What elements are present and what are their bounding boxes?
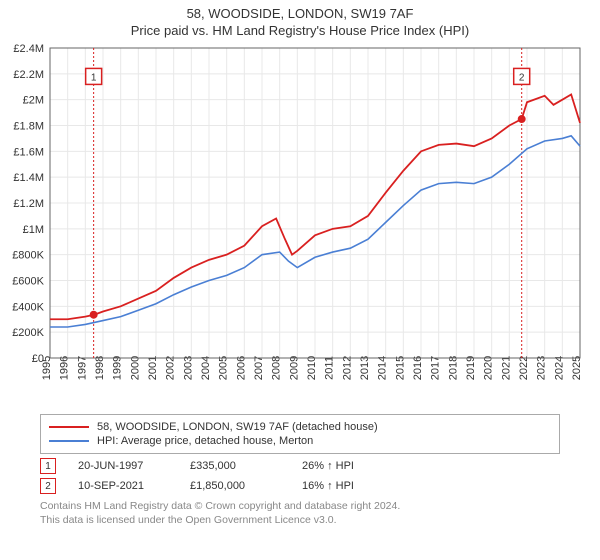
chart-title: 58, WOODSIDE, LONDON, SW19 7AF xyxy=(0,6,600,21)
svg-text:£200K: £200K xyxy=(12,327,44,339)
svg-text:1997: 1997 xyxy=(76,356,88,380)
svg-text:1998: 1998 xyxy=(94,356,106,380)
svg-text:1995: 1995 xyxy=(41,356,53,380)
chart-subtitle: Price paid vs. HM Land Registry's House … xyxy=(0,23,600,38)
legend-label-a: 58, WOODSIDE, LONDON, SW19 7AF (detached… xyxy=(97,421,378,433)
marker-date-2: 10-SEP-2021 xyxy=(78,480,168,492)
svg-text:2004: 2004 xyxy=(200,356,212,380)
svg-text:£1.2M: £1.2M xyxy=(13,198,44,210)
svg-text:1999: 1999 xyxy=(112,356,124,380)
svg-text:2008: 2008 xyxy=(271,356,283,380)
legend-swatch-b xyxy=(49,440,89,442)
footer-line-1: Contains HM Land Registry data © Crown c… xyxy=(40,500,560,514)
marker-price-2: £1,850,000 xyxy=(190,480,280,492)
svg-text:2021: 2021 xyxy=(500,356,512,380)
svg-text:£2.2M: £2.2M xyxy=(13,69,44,81)
svg-text:2010: 2010 xyxy=(306,356,318,380)
svg-text:£2.4M: £2.4M xyxy=(13,43,44,55)
svg-text:2003: 2003 xyxy=(182,356,194,380)
chart-area: £0£200K£400K£600K£800K£1M£1.2M£1.4M£1.6M… xyxy=(0,38,600,408)
legend-item-b: HPI: Average price, detached house, Mert… xyxy=(49,435,551,447)
svg-text:1996: 1996 xyxy=(59,356,71,380)
svg-text:2016: 2016 xyxy=(412,356,424,380)
svg-text:£1.6M: £1.6M xyxy=(13,146,44,158)
marker-date-1: 20-JUN-1997 xyxy=(78,460,168,472)
svg-text:2023: 2023 xyxy=(536,356,548,380)
svg-text:2019: 2019 xyxy=(465,356,477,380)
marker-price-1: £335,000 xyxy=(190,460,280,472)
svg-text:2009: 2009 xyxy=(288,356,300,380)
marker-row-2: 2 10-SEP-2021 £1,850,000 16% ↑ HPI xyxy=(40,478,560,494)
svg-text:£800K: £800K xyxy=(12,250,44,262)
svg-text:2000: 2000 xyxy=(129,356,141,380)
svg-text:£1M: £1M xyxy=(23,224,44,236)
svg-text:2001: 2001 xyxy=(147,356,159,380)
svg-text:2006: 2006 xyxy=(235,356,247,380)
footer-line-2: This data is licensed under the Open Gov… xyxy=(40,514,560,528)
svg-text:1: 1 xyxy=(91,72,97,83)
marker-row-1: 1 20-JUN-1997 £335,000 26% ↑ HPI xyxy=(40,458,560,474)
svg-text:2015: 2015 xyxy=(394,356,406,380)
legend-swatch-a xyxy=(49,426,89,428)
svg-text:2014: 2014 xyxy=(377,356,389,380)
svg-text:£2M: £2M xyxy=(23,95,44,107)
legend-item-a: 58, WOODSIDE, LONDON, SW19 7AF (detached… xyxy=(49,421,551,433)
legend: 58, WOODSIDE, LONDON, SW19 7AF (detached… xyxy=(40,414,560,454)
svg-text:£400K: £400K xyxy=(12,301,44,313)
legend-label-b: HPI: Average price, detached house, Mert… xyxy=(97,435,313,447)
svg-text:2012: 2012 xyxy=(341,356,353,380)
svg-text:2013: 2013 xyxy=(359,356,371,380)
svg-text:2020: 2020 xyxy=(483,356,495,380)
marker-badge-1: 1 xyxy=(40,458,56,474)
footer: Contains HM Land Registry data © Crown c… xyxy=(40,500,560,527)
svg-text:2005: 2005 xyxy=(218,356,230,380)
svg-text:2025: 2025 xyxy=(571,356,583,380)
svg-text:£600K: £600K xyxy=(12,276,44,288)
svg-text:2018: 2018 xyxy=(447,356,459,380)
marker-badge-2: 2 xyxy=(40,478,56,494)
chart-container: 58, WOODSIDE, LONDON, SW19 7AF Price pai… xyxy=(0,0,600,560)
svg-text:2002: 2002 xyxy=(165,356,177,380)
svg-text:£1.4M: £1.4M xyxy=(13,172,44,184)
chart-svg: £0£200K£400K£600K£800K£1M£1.2M£1.4M£1.6M… xyxy=(0,38,600,408)
svg-text:2022: 2022 xyxy=(518,356,530,380)
svg-text:2024: 2024 xyxy=(553,356,565,380)
svg-text:£1.8M: £1.8M xyxy=(13,121,44,133)
svg-text:2011: 2011 xyxy=(324,356,336,380)
svg-text:2: 2 xyxy=(519,72,525,83)
marker-hpi-2: 16% ↑ HPI xyxy=(302,480,392,492)
title-block: 58, WOODSIDE, LONDON, SW19 7AF Price pai… xyxy=(0,0,600,38)
markers-table: 1 20-JUN-1997 £335,000 26% ↑ HPI 2 10-SE… xyxy=(40,458,560,494)
marker-hpi-1: 26% ↑ HPI xyxy=(302,460,392,472)
svg-text:2017: 2017 xyxy=(430,356,442,380)
svg-text:2007: 2007 xyxy=(253,356,265,380)
